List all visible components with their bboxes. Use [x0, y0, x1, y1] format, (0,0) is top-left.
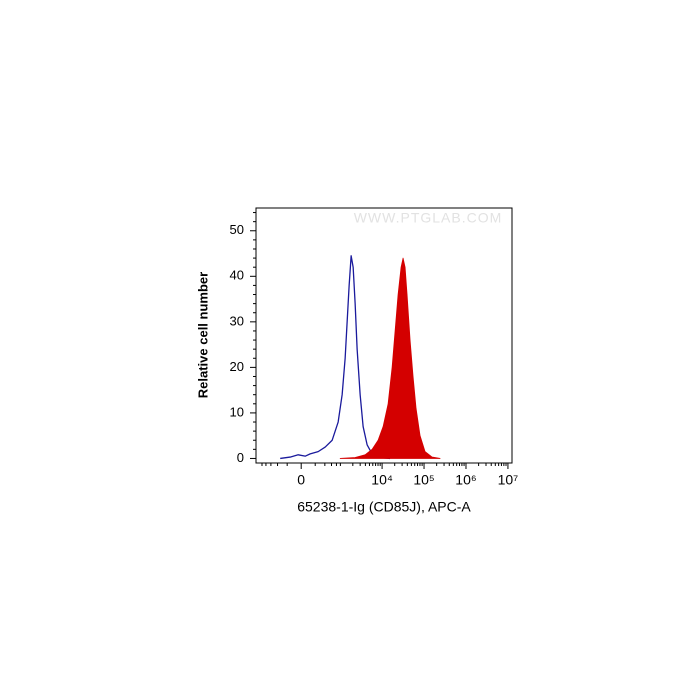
- y-tick-label: 10: [230, 404, 244, 419]
- y-tick-label: 40: [230, 268, 244, 283]
- x-tick-label: 10⁶: [455, 472, 476, 488]
- x-tick-label: 0: [297, 472, 305, 488]
- y-tick-label: 50: [230, 222, 244, 237]
- x-tick-label: 10⁷: [498, 472, 519, 488]
- histogram-line: [280, 255, 391, 460]
- y-tick-label: 0: [237, 450, 244, 465]
- plot-frame: [255, 207, 513, 464]
- y-axis-label: Relative cell number: [195, 272, 210, 398]
- x-axis-label: 65238-1-Ig (CD85J), APC-A: [297, 499, 471, 515]
- x-tick-label: 10⁴: [371, 472, 393, 488]
- y-tick-label: 30: [230, 313, 244, 328]
- y-tick-label: 20: [230, 359, 244, 374]
- x-tick-label: 10⁵: [413, 472, 434, 488]
- watermark: WWW.PTGLAB.COM: [354, 210, 503, 226]
- histogram-area: [339, 257, 441, 459]
